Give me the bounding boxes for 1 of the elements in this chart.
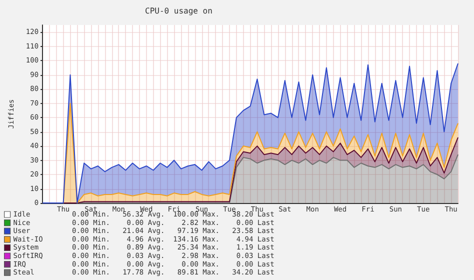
chart-title: CPU-0 usage on [145, 6, 213, 16]
